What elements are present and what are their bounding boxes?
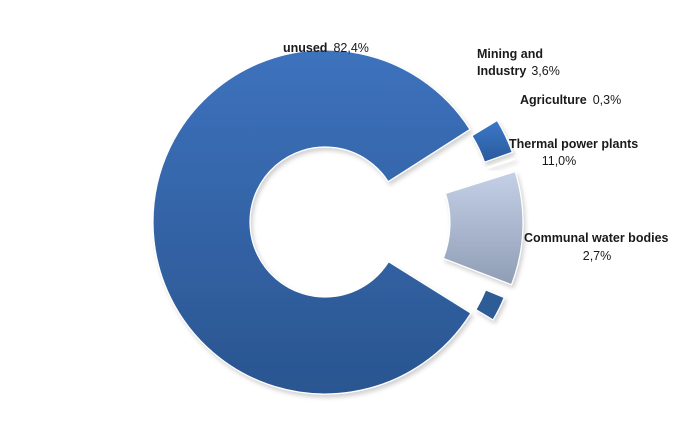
slice-label-unused: unused 82,4% (283, 41, 369, 55)
slice-label-agriculture: Agriculture 0,3% (520, 93, 621, 107)
slice-communal-water-bodies (475, 289, 506, 321)
slice-label-mining-line1: Mining and (477, 47, 543, 61)
slice-thermal-power-plants (442, 170, 524, 286)
slice-unused (152, 49, 472, 395)
slice-label-thermal: Thermal power plants (509, 137, 638, 151)
slice-label-communal: Communal water bodies (524, 231, 669, 245)
slice-agriculture (485, 157, 516, 170)
slices-group (152, 49, 524, 395)
slice-mining-and-industry (471, 119, 514, 163)
slice-label-mining-line2: Industry 3,6% (477, 64, 560, 78)
slice-value-thermal: 11,0% (542, 154, 577, 168)
labels-group: unused 82,4% Mining and Industry 3,6% Agri… (283, 41, 669, 263)
slice-value-communal: 2,7% (583, 249, 612, 263)
